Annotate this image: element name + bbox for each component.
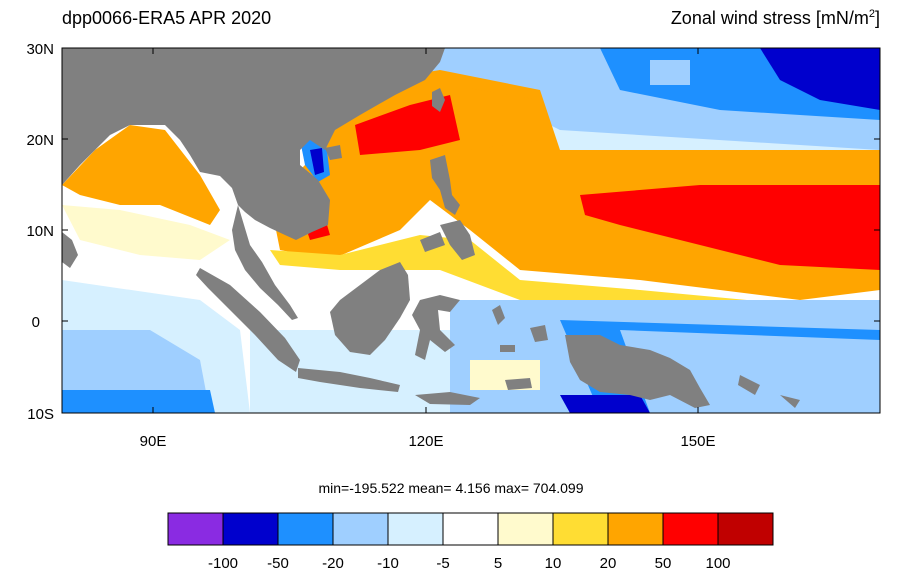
colorbar-swatch-10 (717, 512, 774, 546)
colorbar-label-4: -5 (436, 555, 449, 572)
lon-label-90e: 90E (140, 433, 167, 450)
colorbar-label-3: -10 (377, 555, 399, 572)
variable-title-suffix: ] (874, 8, 880, 28)
lat-label-10s: 10S (27, 406, 54, 423)
variable-title-sup: 2 (868, 8, 875, 20)
colorbar-swatch-8 (607, 512, 664, 546)
variable-title-prefix: Zonal wind stress [mN/m (670, 8, 869, 28)
colorbar-swatch-0 (167, 512, 224, 546)
lon-axis (152, 48, 699, 413)
lat-label-10n: 10N (26, 223, 54, 240)
lat-label-30n: 30N (26, 41, 54, 58)
lon-label-120e: 120E (408, 433, 443, 450)
map-field (62, 48, 880, 413)
colorbar-label-9: 100 (705, 555, 730, 572)
variable-title: Zonal wind stress [mN/m2] (671, 8, 880, 29)
lat-label-0: 0 (32, 314, 40, 331)
lon-label-150e: 150E (680, 433, 715, 450)
lat-label-20n: 20N (26, 132, 54, 149)
colorbar: -100 -50 -20 -10 -5 5 10 20 50 100 (167, 512, 774, 572)
colorbar-swatch-2 (277, 512, 334, 546)
colorbar-label-2: -20 (322, 555, 344, 572)
colorbar-swatch-3 (332, 512, 389, 546)
colorbar-swatch-1 (222, 512, 279, 546)
colorbar-swatch-9 (662, 512, 719, 546)
land-masses (62, 48, 800, 408)
colorbar-label-0: -100 (208, 555, 238, 572)
colorbar-label-6: 10 (545, 555, 562, 572)
colorbar-label-1: -50 (267, 555, 289, 572)
colorbar-swatch-4 (387, 512, 444, 546)
colorbar-label-5: 5 (494, 555, 502, 572)
colorbar-swatch-7 (552, 512, 609, 546)
lat-axis (62, 47, 880, 414)
field-statistics: min=-195.522 mean= 4.156 max= 704.099 (318, 480, 584, 496)
colorbar-label-8: 50 (655, 555, 672, 572)
map-title: dpp0066-ERA5 APR 2020 (62, 8, 272, 28)
colorbar-swatch-6 (497, 512, 554, 546)
colorbar-label-7: 20 (600, 555, 617, 572)
colorbar-swatch-5 (442, 512, 499, 546)
